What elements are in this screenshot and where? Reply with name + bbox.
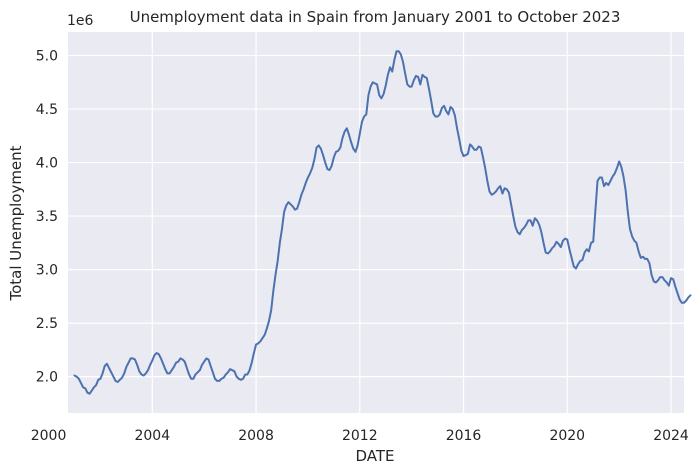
x-tick-label: 2012 bbox=[342, 428, 378, 444]
y-tick-label: 2.5 bbox=[36, 316, 58, 332]
y-tick-label: 3.5 bbox=[36, 209, 58, 225]
y-tick-label: 4.5 bbox=[36, 102, 58, 118]
vertical-gridlines bbox=[47, 32, 672, 413]
x-axis-label: DATE bbox=[355, 447, 394, 465]
y-tick-labels: 2.0 2.5 3.0 3.5 4.0 4.5 5.0 bbox=[36, 49, 58, 386]
y-tick-label: 5.0 bbox=[36, 49, 58, 65]
x-tick-label: 2016 bbox=[446, 428, 482, 444]
y-tick-label: 2.0 bbox=[36, 370, 58, 386]
y-offset-label: 1e6 bbox=[67, 13, 94, 29]
y-tick-label: 3.0 bbox=[36, 263, 58, 279]
horizontal-gridlines bbox=[68, 54, 684, 378]
x-tick-label: 2024 bbox=[653, 428, 689, 444]
chart-title: Unemployment data in Spain from January … bbox=[130, 8, 621, 26]
plot-area bbox=[68, 32, 684, 413]
x-tick-label: 2004 bbox=[134, 428, 170, 444]
x-tick-label: 2020 bbox=[549, 428, 585, 444]
series-line-total-unemployment bbox=[73, 50, 692, 395]
y-axis-label: Total Unemployment bbox=[7, 145, 25, 301]
x-tick-labels: 2000 2004 2008 2012 2016 2020 2024 bbox=[31, 428, 689, 444]
x-tick-label: 2000 bbox=[31, 428, 67, 444]
x-tick-label: 2008 bbox=[238, 428, 274, 444]
y-tick-label: 4.0 bbox=[36, 156, 58, 172]
